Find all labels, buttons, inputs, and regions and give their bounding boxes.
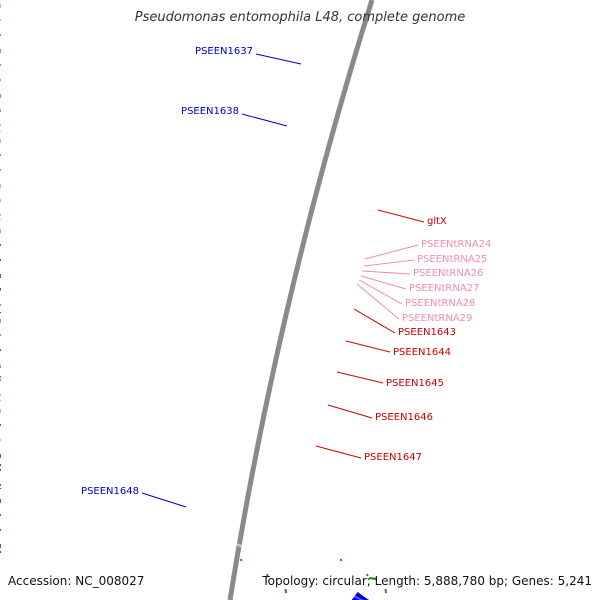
gene-label[interactable]: PSEEN1646: [375, 412, 433, 423]
gene-label[interactable]: PSEENtRNA24: [421, 239, 491, 250]
label-leader-line: [356, 283, 400, 320]
accession-text: Accession: NC_008027: [8, 574, 145, 588]
gc-dot: [384, 588, 388, 594]
topology-text: Topology: circular; Length: 5,888,780 bp…: [262, 574, 592, 588]
label-leader-line: [345, 340, 391, 353]
label-leader-line: [336, 371, 384, 384]
gene-label[interactable]: PSEENtRNA29: [402, 313, 472, 324]
gc-dot: [339, 558, 343, 562]
label-leader-line: [364, 244, 419, 260]
gc-dot: [284, 588, 288, 594]
label-leader-line: [361, 270, 411, 275]
map-title: Pseudomonas entomophila L48, complete ge…: [134, 10, 466, 25]
genome-backbone: [227, 0, 375, 600]
gene-label[interactable]: PSEEN1643: [398, 327, 456, 338]
gene-label[interactable]: PSEENtRNA28: [405, 298, 475, 309]
gene-label[interactable]: PSEEN1638: [181, 106, 239, 117]
gene-label[interactable]: PSEENtRNA26: [413, 268, 483, 279]
label-leader-line: [255, 53, 302, 65]
label-leader-line: [353, 308, 396, 334]
label-leader-line: [327, 404, 373, 419]
gene-label[interactable]: PSEEN1648: [81, 486, 139, 497]
gene-label[interactable]: PSEEN1637: [195, 46, 253, 57]
gene-label[interactable]: PSEEN1644: [393, 347, 451, 358]
genes: [0, 441, 370, 600]
gene-pseen1648-blue-shade: [0, 448, 360, 595]
gene-label[interactable]: PSEEN1647: [364, 452, 422, 463]
label-leader-line: [141, 492, 187, 508]
label-leader-line: [377, 209, 425, 223]
gene-bottom-blue: [351, 591, 370, 600]
label-leader-line: [358, 279, 403, 305]
gene-label[interactable]: PSEENtRNA27: [409, 283, 479, 294]
label-leader-line: [363, 259, 415, 267]
gene-pseen1648-green-shade: [0, 441, 335, 587]
label-leader-line: [241, 113, 288, 127]
gc-dots: [0, 4, 388, 594]
kbp-ticks: 1706 kbp1708 kbp1710 kbp1712 kbp1714 kbp…: [0, 110, 377, 580]
gc-dot: [239, 558, 243, 562]
label-leader-line: [360, 275, 407, 290]
minor-tick: [369, 577, 377, 580]
gc-dot: [366, 573, 369, 577]
label-leader-line: [315, 445, 362, 459]
gene-label[interactable]: PSEENtRNA25: [417, 254, 487, 265]
gene-bottom-blue-shade: [353, 595, 365, 600]
gc-dot: [266, 573, 269, 577]
gene-label[interactable]: PSEEN1645: [386, 378, 444, 389]
gene-labels: PSEEN1637 PSEEN1638 gltX PSEENtRNA24 PSEENtR…: [81, 46, 491, 508]
gene-label[interactable]: gltX: [427, 216, 447, 227]
